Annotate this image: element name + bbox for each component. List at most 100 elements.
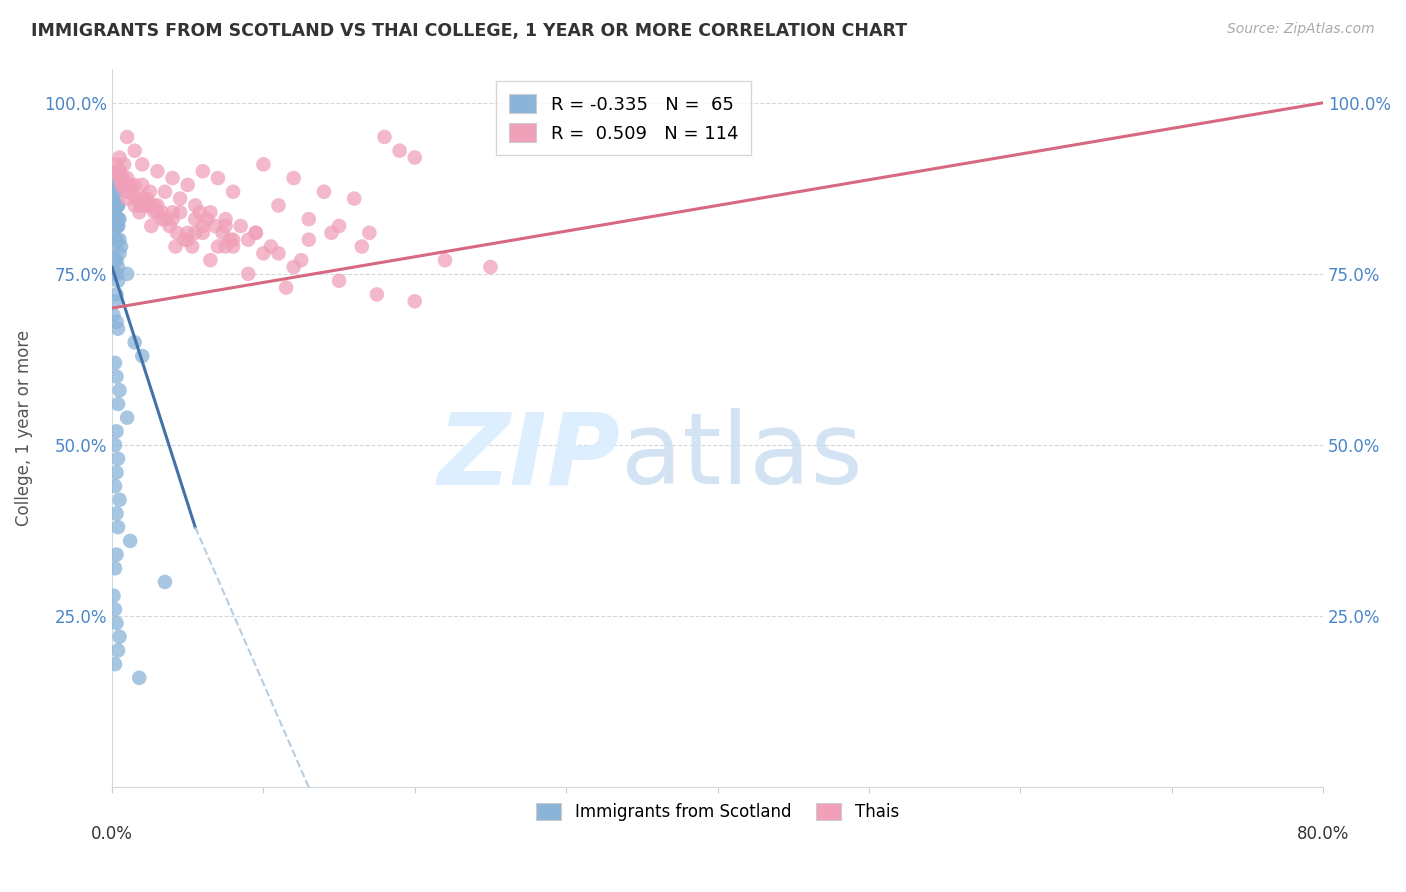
Point: [107, 164, 129, 178]
Point: [105, 466, 128, 480]
Text: atlas: atlas: [620, 409, 862, 505]
Text: IMMIGRANTS FROM SCOTLAND VS THAI COLLEGE, 1 YEAR OR MORE CORRELATION CHART: IMMIGRANTS FROM SCOTLAND VS THAI COLLEGE…: [31, 22, 907, 40]
Point: [134, 198, 156, 212]
Point: [107, 212, 129, 227]
Point: [184, 198, 207, 212]
Point: [153, 185, 176, 199]
Point: [108, 630, 131, 644]
Point: [115, 192, 138, 206]
Point: [107, 198, 129, 212]
Text: Source: ZipAtlas.com: Source: ZipAtlas.com: [1227, 22, 1375, 37]
Point: [176, 226, 198, 240]
Point: [139, 198, 162, 212]
Point: [104, 438, 127, 452]
Point: [108, 384, 131, 398]
Point: [229, 219, 252, 233]
Point: [112, 157, 135, 171]
Point: [115, 267, 138, 281]
Point: [124, 198, 146, 212]
Point: [107, 520, 129, 534]
Point: [222, 185, 245, 199]
Point: [108, 233, 131, 247]
Point: [128, 205, 150, 219]
Point: [479, 260, 502, 274]
Point: [107, 397, 129, 411]
Point: [434, 253, 457, 268]
Point: [135, 198, 157, 212]
Point: [139, 185, 162, 199]
Point: [143, 205, 166, 219]
Point: [105, 548, 128, 562]
Point: [108, 164, 131, 178]
Point: [252, 246, 274, 260]
Legend: Immigrants from Scotland, Thais: Immigrants from Scotland, Thais: [529, 795, 907, 830]
Point: [298, 233, 321, 247]
Point: [107, 451, 129, 466]
Point: [107, 643, 129, 657]
Point: [328, 219, 350, 233]
Point: [274, 280, 297, 294]
Point: [214, 239, 236, 253]
Point: [104, 657, 127, 672]
Point: [104, 602, 127, 616]
Point: [373, 130, 395, 145]
Point: [191, 219, 214, 233]
Point: [105, 425, 128, 439]
Point: [150, 205, 173, 219]
Point: [141, 219, 163, 233]
Point: [207, 171, 229, 186]
Point: [120, 533, 142, 548]
Point: [107, 321, 129, 335]
Point: [388, 144, 411, 158]
Point: [105, 267, 128, 281]
Point: [105, 233, 128, 247]
Text: 0.0%: 0.0%: [91, 825, 134, 843]
Point: [214, 219, 236, 233]
Point: [131, 349, 153, 363]
Point: [290, 253, 312, 268]
Point: [252, 157, 274, 171]
Point: [176, 233, 198, 247]
Point: [188, 205, 211, 219]
Point: [135, 192, 157, 206]
Point: [108, 164, 131, 178]
Point: [200, 253, 222, 268]
Point: [131, 198, 153, 212]
Point: [129, 198, 152, 212]
Point: [105, 615, 128, 630]
Point: [195, 212, 218, 227]
Point: [173, 233, 195, 247]
Point: [162, 212, 184, 227]
Point: [105, 287, 128, 301]
Point: [211, 226, 233, 240]
Point: [131, 178, 153, 192]
Point: [267, 198, 290, 212]
Point: [103, 205, 125, 219]
Point: [150, 212, 173, 227]
Point: [104, 561, 127, 575]
Y-axis label: College, 1 year or more: College, 1 year or more: [15, 330, 32, 526]
Point: [107, 274, 129, 288]
Point: [125, 192, 148, 206]
Point: [103, 192, 125, 206]
Point: [104, 267, 127, 281]
Point: [104, 253, 127, 268]
Point: [204, 219, 226, 233]
Point: [105, 253, 128, 268]
Point: [165, 239, 187, 253]
Point: [105, 219, 128, 233]
Point: [143, 198, 166, 212]
Point: [121, 185, 143, 199]
Point: [162, 171, 184, 186]
Point: [115, 178, 138, 192]
Point: [146, 205, 169, 219]
Point: [107, 198, 129, 212]
Point: [124, 178, 146, 192]
Point: [107, 164, 129, 178]
Point: [115, 130, 138, 145]
Point: [159, 219, 181, 233]
Point: [108, 164, 131, 178]
Point: [343, 192, 366, 206]
Point: [110, 178, 132, 192]
Point: [238, 233, 260, 247]
